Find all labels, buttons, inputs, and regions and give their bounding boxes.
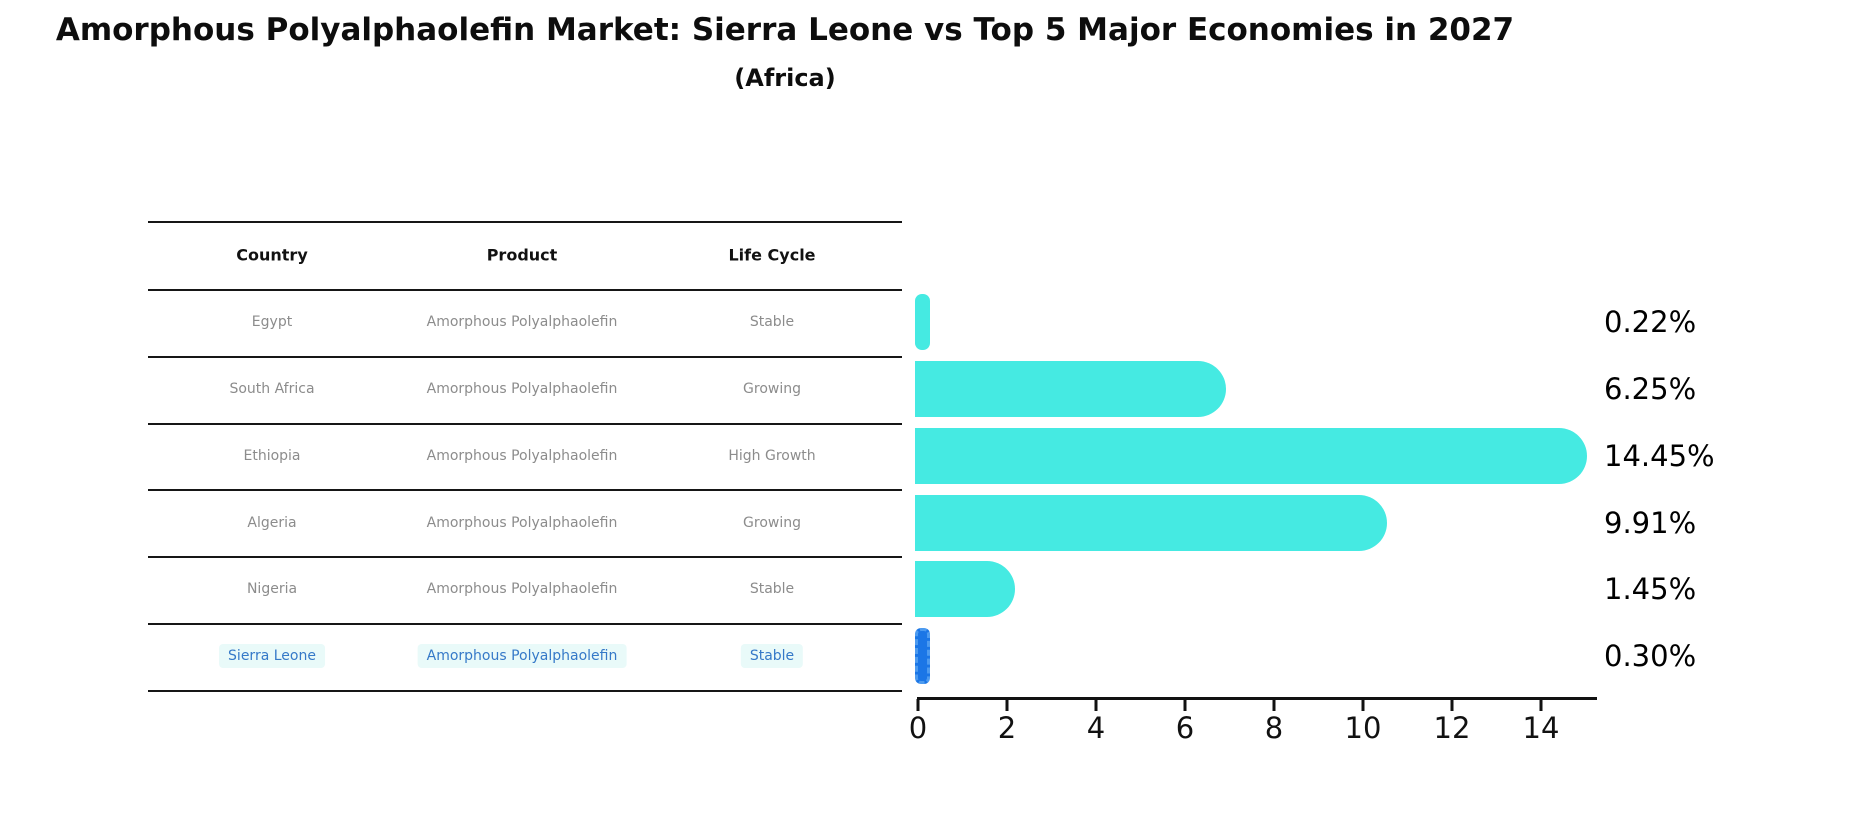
country-cell: Algeria — [247, 515, 297, 531]
lifecycle-cell: Growing — [743, 515, 801, 531]
country-cell: Egypt — [251, 314, 293, 330]
table-rule — [148, 623, 902, 625]
lifecycle-cell: Stable — [749, 314, 795, 330]
x-axis-tick — [1005, 699, 1009, 711]
value-label: 0.30% — [1604, 639, 1697, 673]
x-axis-line — [917, 697, 1597, 700]
bar — [915, 361, 1226, 417]
product-cell: Amorphous Polyalphaolefin — [426, 381, 618, 397]
x-axis-tick — [1272, 699, 1276, 711]
x-axis-tick — [1361, 699, 1365, 711]
bar — [915, 294, 930, 350]
x-axis-tick — [1094, 699, 1098, 711]
table-rule — [148, 489, 902, 491]
product-cell: Amorphous Polyalphaolefin — [417, 644, 627, 668]
x-axis-tick — [1450, 699, 1454, 711]
bar — [915, 428, 1587, 484]
bar — [915, 495, 1387, 551]
value-label: 9.91% — [1604, 506, 1697, 540]
lifecycle-cell: Growing — [743, 381, 801, 397]
x-axis-tick-label: 2 — [997, 711, 1017, 745]
bar — [915, 561, 1015, 617]
value-label: 14.45% — [1604, 439, 1715, 473]
x-axis-tick-label: 8 — [1264, 711, 1284, 745]
lifecycle-cell: High Growth — [728, 448, 816, 464]
table-header-product: Product — [486, 245, 558, 265]
table-rule — [148, 221, 902, 223]
value-label: 1.45% — [1604, 572, 1697, 606]
x-axis-tick-label: 12 — [1433, 711, 1471, 745]
table-rule — [148, 690, 902, 692]
chart-subtitle: (Africa) — [734, 64, 836, 92]
chart-title: Amorphous Polyalphaolefin Market: Sierra… — [55, 12, 1515, 48]
table-rule — [148, 356, 902, 358]
x-axis-tick-label: 14 — [1522, 711, 1560, 745]
value-label: 6.25% — [1604, 372, 1697, 406]
lifecycle-cell: Stable — [749, 581, 795, 597]
country-cell: Sierra Leone — [219, 644, 325, 668]
country-cell: South Africa — [229, 381, 315, 397]
x-axis-tick-label: 10 — [1344, 711, 1382, 745]
x-axis-tick-label: 6 — [1175, 711, 1195, 745]
country-cell: Nigeria — [246, 581, 298, 597]
product-cell: Amorphous Polyalphaolefin — [426, 314, 618, 330]
product-cell: Amorphous Polyalphaolefin — [426, 581, 618, 597]
product-cell: Amorphous Polyalphaolefin — [426, 515, 618, 531]
table-rule — [148, 556, 902, 558]
x-axis-tick — [1183, 699, 1187, 711]
table-rule — [148, 423, 902, 425]
value-label: 0.22% — [1604, 305, 1697, 339]
x-axis-tick — [1539, 699, 1543, 711]
table-header-life-cycle: Life Cycle — [728, 245, 816, 265]
table-rule — [148, 289, 902, 291]
x-axis-tick-label: 4 — [1086, 711, 1106, 745]
lifecycle-cell: Stable — [740, 644, 804, 668]
bar — [915, 628, 930, 684]
table-header-country: Country — [236, 245, 308, 265]
product-cell: Amorphous Polyalphaolefin — [426, 448, 618, 464]
country-cell: Ethiopia — [243, 448, 301, 464]
x-axis-tick-label: 0 — [908, 711, 928, 745]
x-axis-tick — [916, 699, 920, 711]
